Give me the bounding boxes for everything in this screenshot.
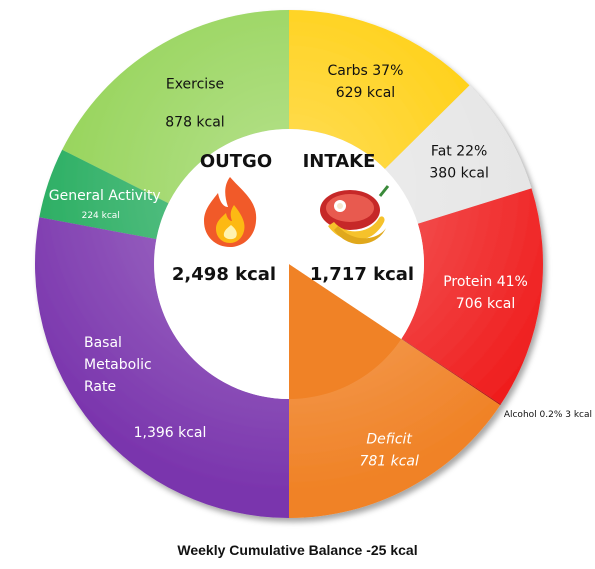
label-protein-41-name: Protein 41% bbox=[443, 274, 528, 290]
label-carbs-37-name: Carbs 37% bbox=[328, 63, 404, 79]
label-deficit-value: 781 kcal bbox=[359, 453, 419, 469]
outgo-heading: OUTGO bbox=[200, 151, 272, 172]
label-bmr-name-1: Basal bbox=[84, 335, 122, 351]
label-carbs-37-value: 629 kcal bbox=[336, 85, 395, 101]
intake-total: 1,717 kcal bbox=[310, 264, 414, 285]
food-icon bbox=[320, 185, 390, 245]
intake-heading: INTAKE bbox=[303, 151, 376, 172]
label-protein-41-value: 706 kcal bbox=[456, 296, 515, 312]
label-deficit-name: Deficit bbox=[366, 431, 412, 447]
fire-icon bbox=[204, 177, 257, 247]
label-bmr-value: 1,396 kcal bbox=[134, 425, 207, 441]
label-general-activity-name: General Activity bbox=[49, 188, 161, 204]
label-fat-22-name: Fat 22% bbox=[431, 144, 487, 160]
label-fat-22-value: 380 kcal bbox=[429, 166, 488, 182]
label-bmr-name-3: Rate bbox=[84, 379, 116, 395]
chart-title: Weekly Cumulative Balance -25 kcal bbox=[177, 542, 418, 558]
outgo-total: 2,498 kcal bbox=[172, 264, 276, 285]
label-exercise-value: 878 kcal bbox=[165, 114, 224, 130]
label-bmr-name-2: Metabolic bbox=[84, 357, 152, 373]
label-alcohol: Alcohol 0.2% 3 kcal bbox=[504, 410, 592, 420]
label-exercise-name: Exercise bbox=[166, 76, 224, 92]
label-general-activity-value: 224 kcal bbox=[82, 211, 120, 221]
